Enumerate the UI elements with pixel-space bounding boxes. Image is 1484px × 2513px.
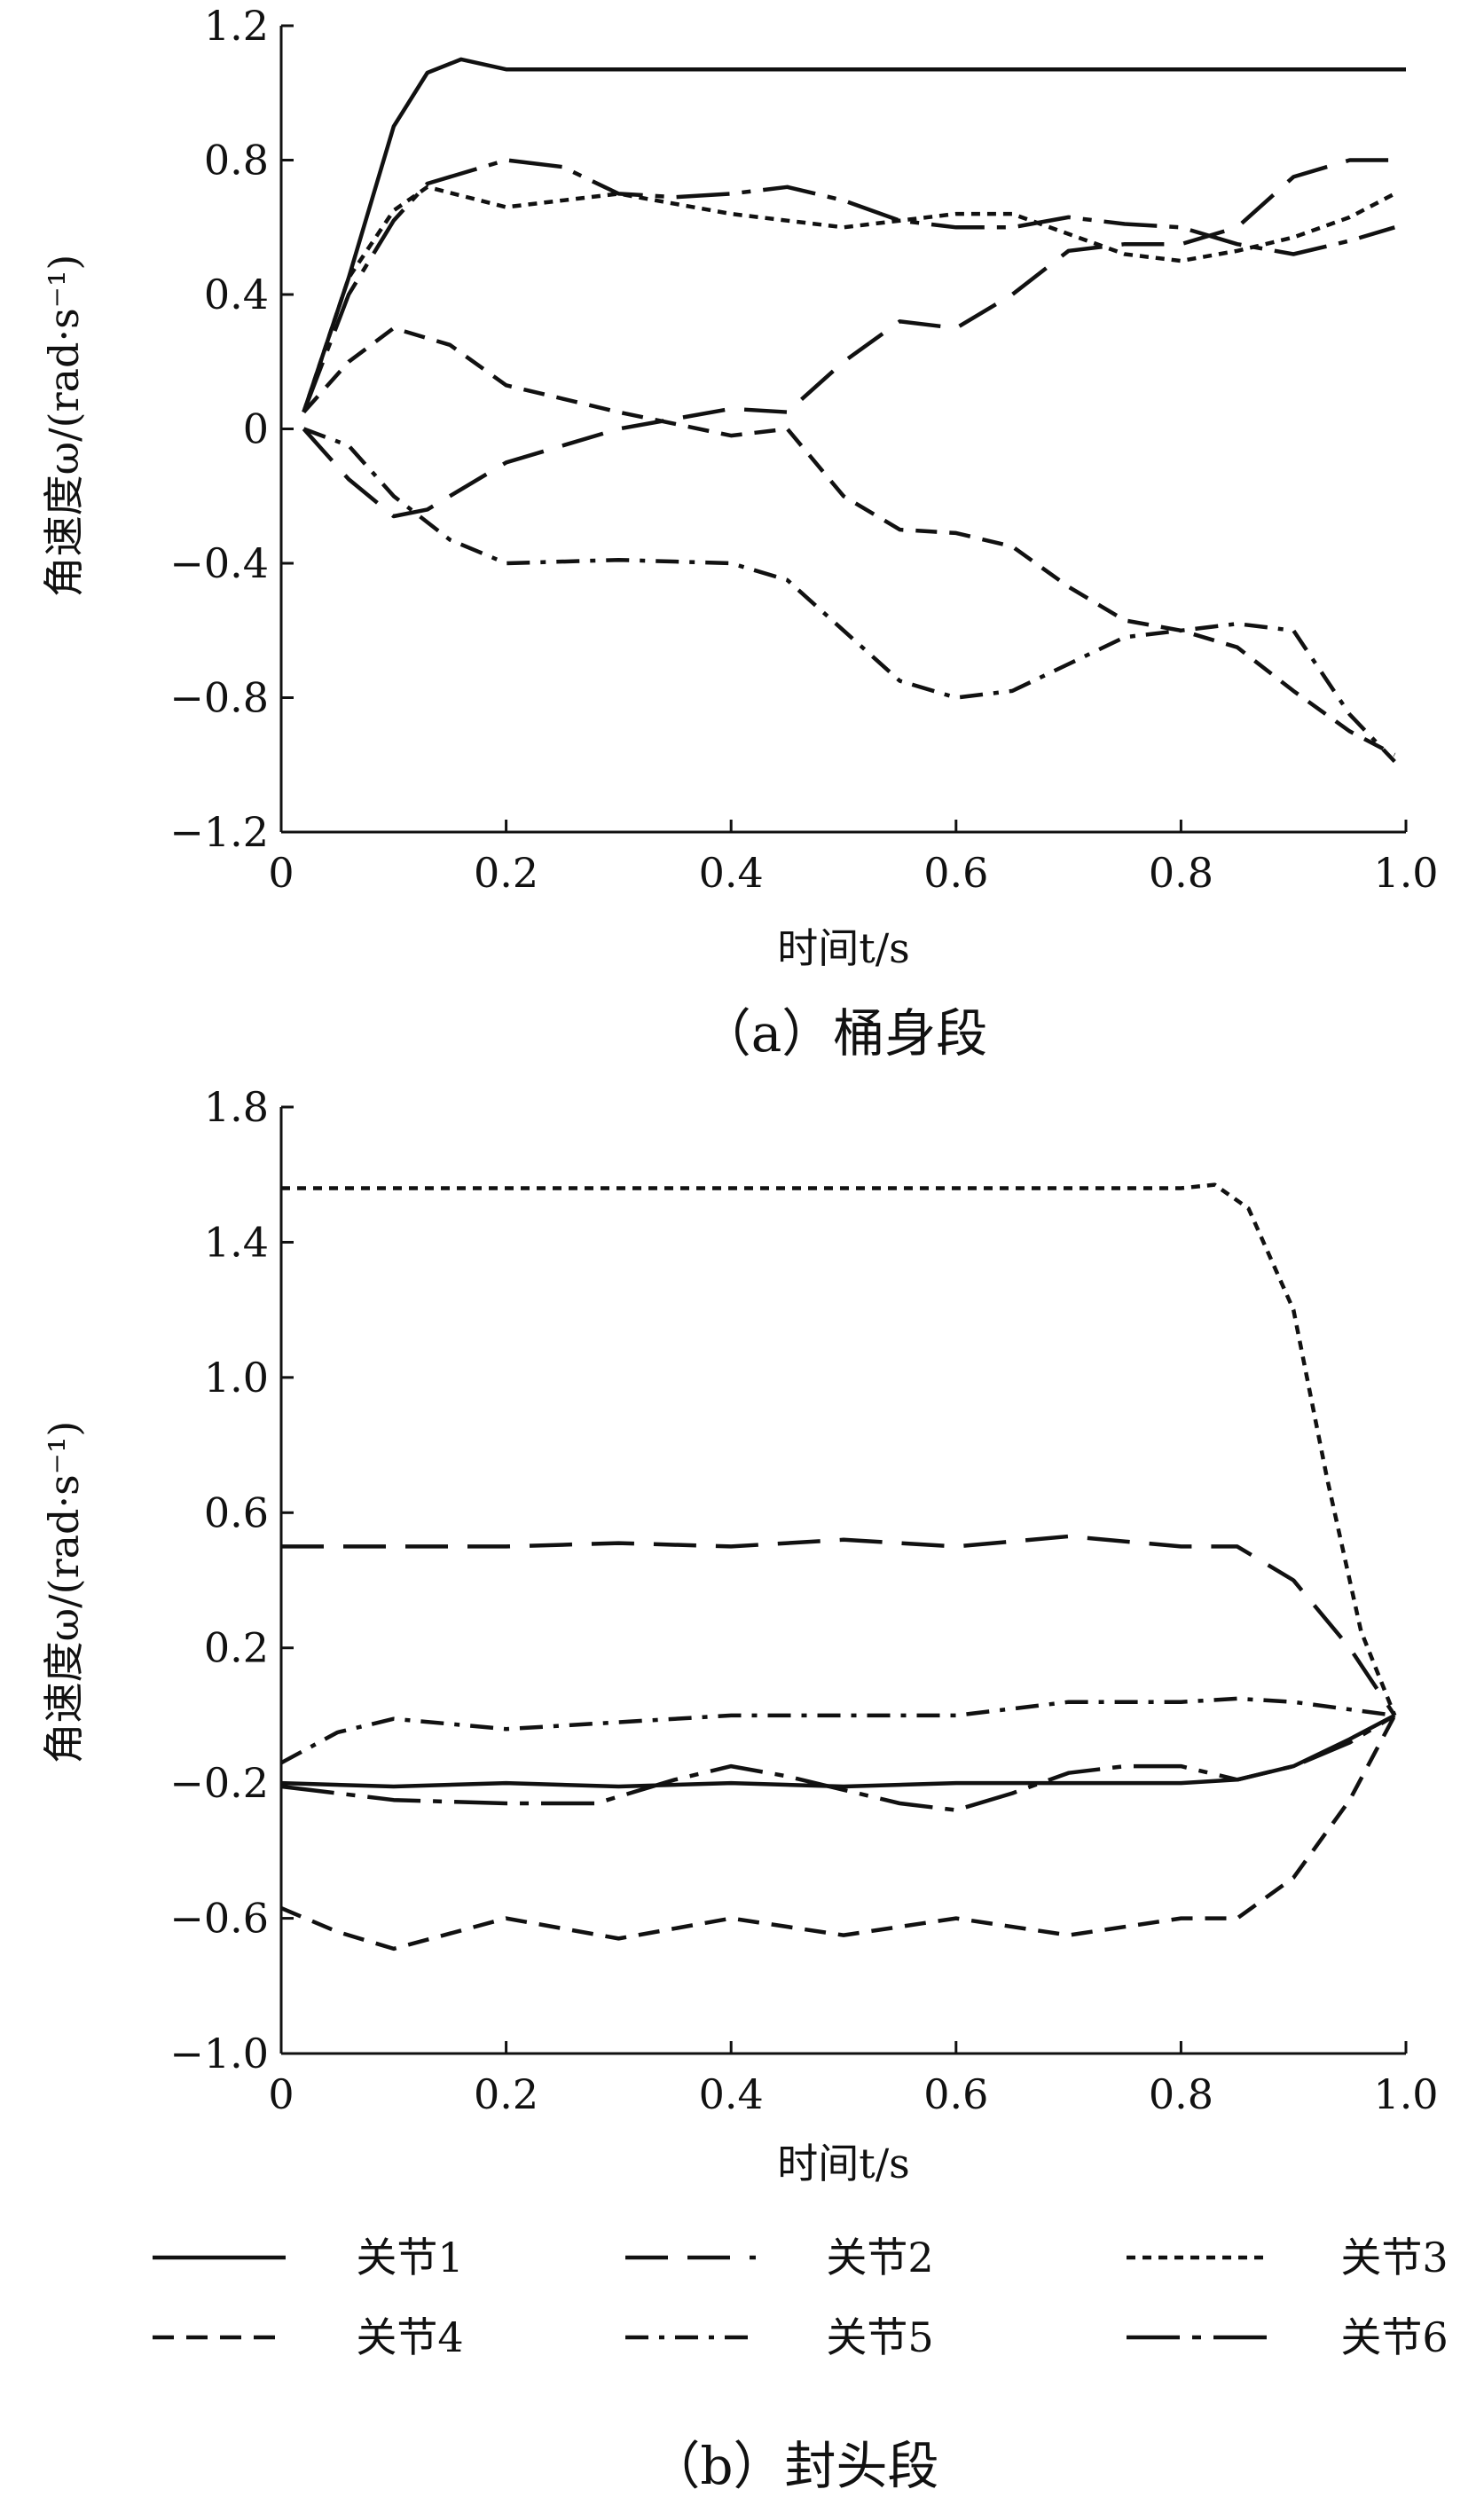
x-tick-label: 0 [268, 849, 294, 897]
legend-label: 关节4 [356, 2313, 463, 2361]
x-tick-label: 0.4 [699, 2070, 764, 2118]
legend-label: 关节2 [826, 2234, 933, 2281]
x-tick-label: 0.8 [1149, 2070, 1213, 2118]
series-line [302, 326, 1396, 757]
series-line [302, 57, 1406, 413]
y-tick-label: −0.6 [169, 1895, 269, 1943]
x-tick-label: 0.2 [474, 2070, 538, 2118]
x-tick-label: 0.2 [474, 849, 538, 897]
x-tick-label: 1.0 [1373, 849, 1438, 897]
y-axis-label: 角速度ω/(rad·s⁻¹) [40, 255, 88, 598]
y-tick-label: −1.0 [169, 2030, 269, 2077]
y-axis-label: 角速度ω/(rad·s⁻¹) [40, 1421, 88, 1764]
y-tick-label: 0.8 [204, 137, 269, 185]
y-tick-label: −1.2 [169, 808, 269, 856]
x-axis-label: 时间t/s [777, 2140, 910, 2187]
series-line [302, 185, 1396, 413]
x-tick-label: 1.0 [1373, 2070, 1438, 2118]
legend-label: 关节1 [356, 2234, 463, 2281]
x-tick-label: 0.4 [699, 849, 764, 897]
caption: （b）封头段 [648, 2436, 938, 2496]
x-axis-label: 时间t/s [777, 924, 910, 972]
chart-panel-b: 角速度ω/(rad·s⁻¹) 时间t/s −1.0 −0.6 −0.2 0.2 0.6 1… [40, 1083, 1439, 2187]
y-tick-label: −0.2 [169, 1759, 269, 1807]
series-line [302, 427, 1396, 764]
y-tick-label: 1.8 [204, 1083, 269, 1131]
y-tick-label: 1.4 [204, 1218, 269, 1266]
x-tick-label: 0.6 [923, 2070, 988, 2118]
series-line [281, 1534, 1397, 1717]
y-tick-label: 0.6 [204, 1488, 269, 1536]
series-line [302, 158, 1395, 413]
series-line [281, 1182, 1397, 1716]
y-tick-label: 1.2 [204, 2, 269, 50]
y-tick-label: 0.2 [204, 1624, 269, 1672]
legend-label: 关节3 [1340, 2234, 1448, 2281]
y-tick-label: −0.8 [169, 674, 269, 722]
y-tick-label: 0.4 [204, 271, 269, 318]
x-tick-label: 0.8 [1149, 849, 1213, 897]
series-line [280, 1713, 1396, 1789]
y-tick-label: −0.4 [169, 539, 269, 587]
series-line [302, 158, 1395, 519]
x-tick-label: 0.6 [923, 849, 988, 897]
caption: （a）桶身段 [700, 1003, 988, 1064]
y-tick-label: 1.0 [204, 1354, 269, 1402]
x-tick-label: 0 [268, 2070, 294, 2118]
legend-label: 关节6 [1340, 2313, 1448, 2361]
series-line [280, 1713, 1396, 1812]
legend-label: 关节5 [826, 2313, 933, 2361]
y-tick-label: 0 [243, 405, 269, 453]
series-line [279, 1696, 1395, 1765]
series-line [280, 1714, 1397, 1952]
legend: 关节1 关节2 关节3 关节4 关节5 关节6 [153, 2234, 1449, 2361]
chart-panel-a: 角速度ω/(rad·s⁻¹) 时间t/s （a）桶身段 −1.2 −0.8 −0.4… [40, 2, 1439, 1064]
